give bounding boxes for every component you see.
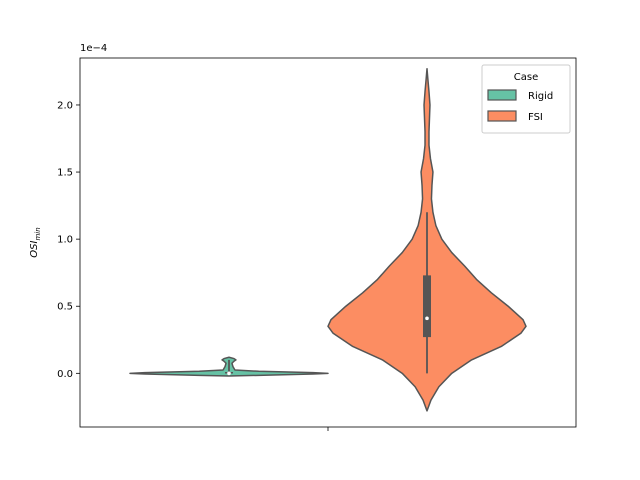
y-offset-text: 1e−4 <box>80 43 107 54</box>
y-tick-label: 2.0 <box>57 100 73 111</box>
y-axis: 0.0 0.5 1.0 1.5 2.0 <box>57 100 80 380</box>
y-tick-label: 1.0 <box>57 235 73 246</box>
legend-label-fsi: FSI <box>528 112 543 123</box>
y-axis-label: OSImin <box>29 227 42 257</box>
median-rigid <box>227 371 231 376</box>
legend-swatch-fsi <box>487 110 517 122</box>
legend-swatch-rigid <box>487 89 517 101</box>
iqr-box-fsi <box>423 275 431 338</box>
legend: Case Rigid FSI <box>481 64 571 134</box>
violins-layer <box>129 67 527 412</box>
y-tick-label: 1.5 <box>57 168 73 179</box>
y-axis-label-main: OSI <box>29 240 40 257</box>
y-tick-label: 0.0 <box>57 369 73 380</box>
legend-title: Case <box>514 72 538 83</box>
legend-label-rigid: Rigid <box>528 91 553 102</box>
y-axis-label-sub: min <box>34 227 42 240</box>
y-tick-label: 0.5 <box>57 302 73 313</box>
median-fsi <box>425 316 429 321</box>
